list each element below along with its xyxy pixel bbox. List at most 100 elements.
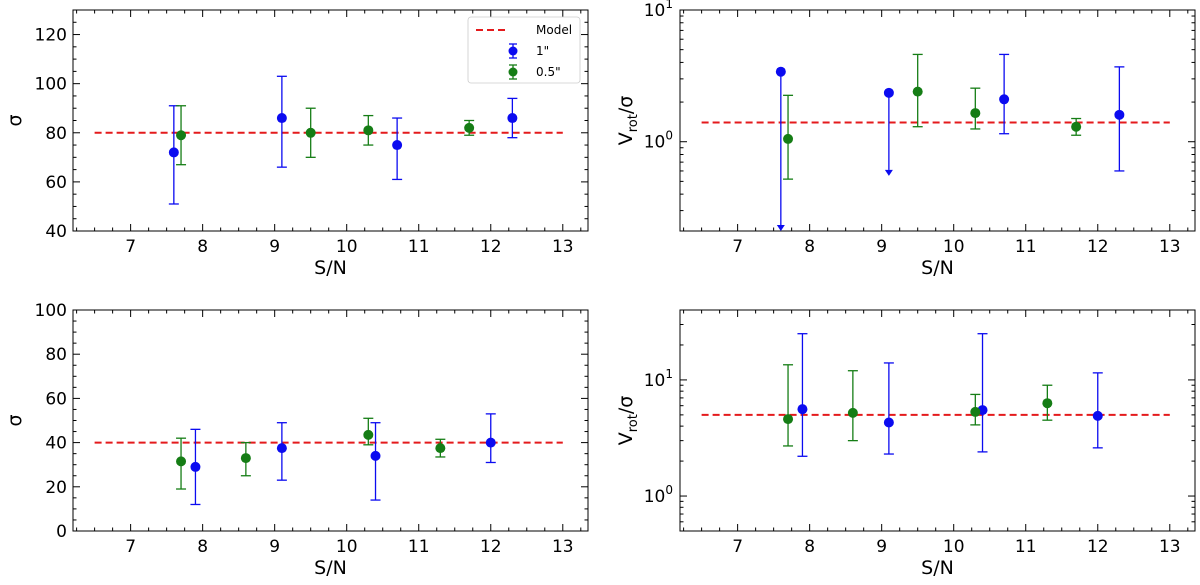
x-tick-label: 9 [269,537,280,557]
x-tick-label: 11 [408,237,430,257]
x-tick-label: 7 [732,537,743,557]
y-axis: 40 60 80 100 120 [35,9,588,242]
data-point [797,404,808,415]
y-tick-label: 100 [35,75,67,95]
x-axis-label: S/N [314,257,347,279]
x-tick-label: 12 [1087,237,1109,257]
y-tick-label: 60 [45,389,67,409]
data-point [883,87,894,98]
y-axis-label: σ [4,114,26,126]
x-axis: 7 8 9 10 11 12 13 [76,310,582,557]
x-tick-label: 7 [125,237,136,257]
data-point [999,94,1010,105]
data-point [775,66,786,77]
x-tick-label: 13 [1159,237,1181,257]
x-tick-label: 10 [336,537,358,557]
data-point [507,113,518,124]
legend-marker [508,67,518,77]
data-point [176,130,187,141]
series-blue [797,333,1103,457]
y-tick-label: 80 [45,124,67,144]
upper-limit-arrow [776,225,785,231]
data-point [783,133,794,144]
x-tick-label: 11 [1015,237,1037,257]
data-point [363,125,374,136]
x-tick-label: 12 [480,537,502,557]
data-point [435,443,446,454]
x-tick-label: 11 [1015,537,1037,557]
data-point [783,414,794,425]
data-point [1042,398,1053,409]
x-tick-label: 12 [480,237,502,257]
x-axis-label: S/N [921,257,954,279]
x-axis-label: S/N [921,557,954,579]
x-tick-label: 10 [336,237,358,257]
x-tick-label: 9 [269,237,280,257]
legend-model-label: Model [536,23,572,37]
data-point [176,456,187,467]
plot-frame [72,309,589,532]
x-tick-label: 8 [804,237,815,257]
data-point [1114,109,1125,120]
y-tick-label: 120 [35,26,67,46]
y-tick-label: 101 [644,367,673,391]
x-tick-label: 10 [943,237,965,257]
legend-box [467,16,581,84]
y-tick-label: 0 [56,522,67,542]
data-point [1071,121,1082,132]
data-point [970,406,981,417]
y-axis: 100 101 [644,309,1195,532]
x-tick-label: 13 [552,237,574,257]
y-tick-label: 60 [45,173,67,193]
legend: Model 1" 0.5" [467,16,581,84]
x-tick-label: 7 [732,237,743,257]
upper-limit-arrow [884,169,893,176]
series-blue [775,53,1125,231]
data-point [370,450,381,461]
x-tick-label: 13 [552,537,574,557]
series-blue [168,75,518,205]
data-point [276,113,287,124]
data-point [168,147,179,158]
legend-marker [508,46,518,56]
plot-frame [679,309,1196,532]
y-axis-label: σ [4,414,26,426]
data-point [363,429,374,440]
data-point [392,140,403,151]
y-tick-label: 40 [45,222,67,242]
x-tick-label: 13 [1159,537,1181,557]
x-tick-label: 11 [408,537,430,557]
panel-bottom-left: 7 8 9 10 11 12 13 S/N 0 20 40 60 80 100 σ [4,301,589,579]
series-green [783,53,1082,180]
legend-series-2-label: 0.5" [536,65,561,79]
x-tick-label: 12 [1087,537,1109,557]
x-tick-label: 7 [125,537,136,557]
y-axis: 0 20 40 60 80 100 [35,301,588,542]
y-axis-label: Vrot/σ [615,396,641,446]
data-point [240,453,251,464]
x-tick-label: 8 [197,537,208,557]
y-tick-label: 40 [45,434,67,454]
x-axis-label: S/N [314,557,347,579]
y-tick-label: 100 [644,129,673,153]
x-tick-label: 8 [804,537,815,557]
series-blue [190,413,496,506]
y-axis: 100 101 [644,0,1195,212]
x-axis: 7 8 9 10 11 12 13 [683,10,1189,257]
series-green [783,364,1053,447]
panel-top-right: 7 8 9 10 11 12 13 S/N 100 101 Vrot/σ [615,0,1196,279]
x-tick-label: 10 [943,537,965,557]
series-green [176,105,475,166]
series-green [176,417,446,490]
x-tick-label: 9 [876,537,887,557]
y-tick-label: 80 [45,345,67,365]
y-axis-label: Vrot/σ [615,96,641,146]
x-axis: 7 8 9 10 11 12 13 [76,10,582,257]
x-tick-label: 9 [876,237,887,257]
y-tick-label: 100 [35,301,67,321]
data-point [305,127,316,138]
data-point [485,437,496,448]
legend-series-1-label: 1" [536,44,549,58]
